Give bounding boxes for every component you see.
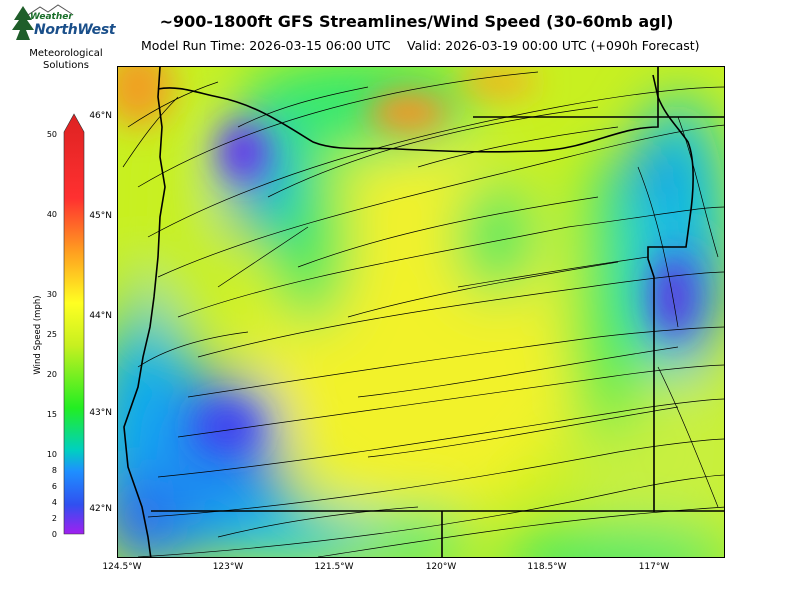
lat-label-42: 42°N [89, 504, 112, 514]
model-run-time: Model Run Time: 2026-03-15 06:00 UTC [141, 38, 391, 53]
cbar-tick-25: 25 [46, 330, 57, 339]
cbar-tick-50: 50 [46, 130, 57, 139]
wind-map[interactable] [117, 66, 725, 558]
page-title: ~900-1800ft GFS Streamlines/Wind Speed (… [159, 12, 674, 31]
cbar-tick-4: 4 [51, 498, 57, 507]
lon-label-118-5: 118.5°W [527, 562, 567, 572]
colorbar [63, 113, 85, 535]
mountain-icon [28, 4, 73, 16]
cbar-tick-8: 8 [51, 466, 57, 475]
columbia-river [157, 67, 659, 153]
logo-subtitle-line1: Meteorological [29, 48, 103, 59]
logo-word-weather: Weather [30, 12, 73, 22]
lon-label-121-5: 121.5°W [314, 562, 354, 572]
lon-label-124-5: 124.5°W [102, 562, 142, 572]
colorbar-title: Wind Speed (mph) [33, 295, 43, 375]
cbar-tick-2: 2 [51, 514, 57, 523]
streamlines [122, 71, 724, 557]
lat-label-43: 43°N [89, 408, 112, 418]
logo: Weather NorthWest Meteorological Solutio… [8, 4, 116, 71]
logo-word-northwest: NorthWest [34, 22, 116, 38]
coastline [123, 67, 166, 557]
idaho-border [647, 74, 694, 512]
wind-map-svg [118, 67, 724, 557]
lon-label-117: 117°W [638, 562, 670, 572]
lon-label-123: 123°W [212, 562, 244, 572]
lat-label-45: 45°N [89, 211, 112, 221]
cbar-tick-10: 10 [46, 450, 57, 459]
cbar-tick-15: 15 [46, 410, 57, 419]
cbar-tick-20: 20 [46, 370, 57, 379]
lon-label-120: 120°W [425, 562, 457, 572]
logo-subtitle-line2: Solutions [43, 60, 89, 71]
tree-icon [12, 6, 34, 40]
lat-label-46: 46°N [89, 111, 112, 121]
cbar-tick-40: 40 [46, 210, 57, 219]
cbar-tick-30: 30 [46, 290, 57, 299]
cbar-tick-0: 0 [51, 530, 57, 539]
logo-subtitle: Meteorological Solutions [18, 48, 114, 72]
cbar-tick-6: 6 [51, 482, 57, 491]
boundaries [123, 67, 724, 557]
valid-time: Valid: 2026-03-19 00:00 UTC (+090h Forec… [407, 38, 700, 53]
wind-speed-field [118, 67, 724, 557]
lat-label-44: 44°N [89, 311, 112, 321]
